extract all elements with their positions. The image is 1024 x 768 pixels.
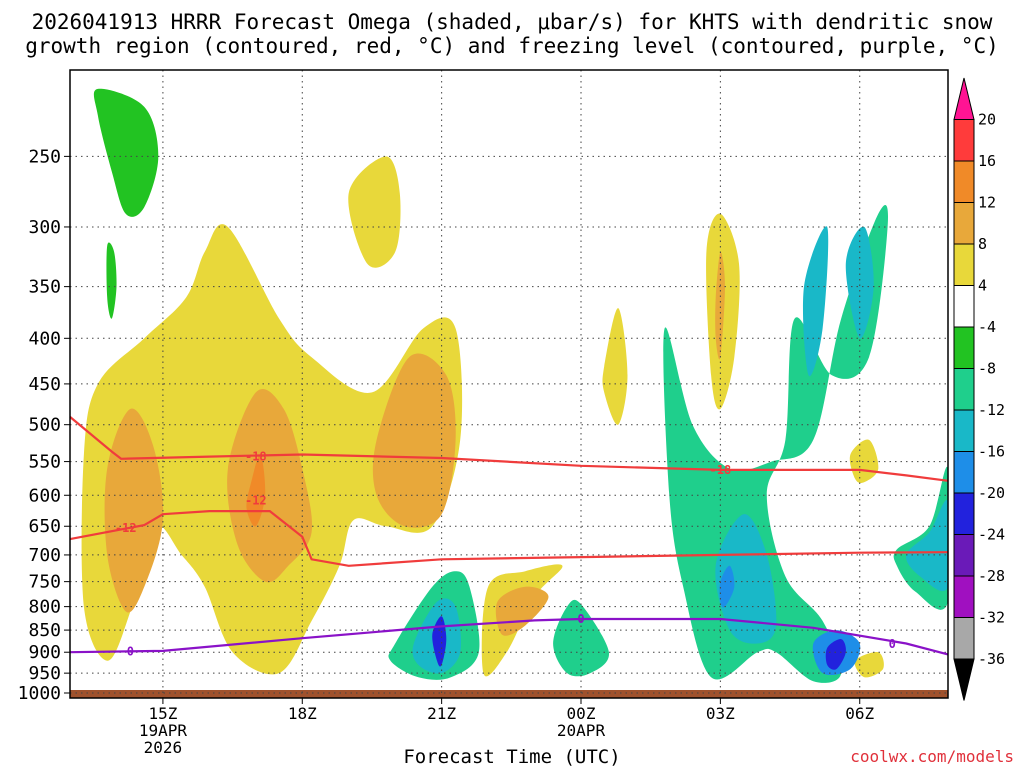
colorbar-label: 16 bbox=[978, 152, 996, 170]
x-tick-date: 20APR bbox=[557, 721, 606, 740]
y-tick-label: 950 bbox=[28, 663, 61, 684]
x-tick-label: 18Z bbox=[288, 704, 317, 723]
contour-layer: -18 -18 -12 -12 0 0 0 bbox=[69, 416, 949, 658]
omega-region-orange-middle bbox=[372, 353, 456, 528]
x-axis-label: Forecast Time (UTC) bbox=[403, 746, 621, 768]
colorbar-label: -12 bbox=[978, 401, 1005, 419]
y-tick-label: 600 bbox=[28, 485, 61, 506]
contour--18 bbox=[69, 416, 949, 482]
colorbar-label: 4 bbox=[978, 277, 987, 295]
colorbar-segment bbox=[953, 617, 975, 660]
y-tick-label: 1000 bbox=[18, 683, 61, 704]
colorbar-segment bbox=[953, 409, 975, 452]
credit-text[interactable]: coolwx.com/models bbox=[850, 747, 1014, 766]
omega-region-small-yellow-bottom bbox=[854, 651, 884, 678]
omega-region-orange-middle-left bbox=[227, 389, 313, 583]
omega-region-cyan-right bbox=[719, 565, 735, 608]
omega-region-blue-lower-middle bbox=[432, 616, 447, 667]
omega-region-orange-upper-03z bbox=[715, 251, 725, 360]
omega-region-teal-upper-right bbox=[802, 226, 829, 377]
x-tick-year: 2026 bbox=[144, 738, 183, 757]
y-tick-label: 900 bbox=[28, 642, 61, 663]
x-tick-label: 00Z bbox=[567, 704, 596, 723]
colorbar-segment bbox=[953, 202, 975, 245]
contour--12 bbox=[69, 510, 949, 567]
omega-region-yellow-upper-mid bbox=[348, 156, 401, 268]
omega-region-orange-mid-right bbox=[495, 586, 549, 636]
y-tick-label: 800 bbox=[28, 597, 61, 618]
y-tick-label: 450 bbox=[28, 374, 61, 395]
colorbar-label: 20 bbox=[978, 111, 996, 129]
colorbar-label: -32 bbox=[978, 609, 1005, 627]
y-tick-label: 400 bbox=[28, 328, 61, 349]
colorbar-label: -20 bbox=[978, 484, 1005, 502]
colorbar-segment bbox=[953, 285, 975, 328]
colorbar-segment bbox=[953, 368, 975, 411]
contour-label-5: 0 bbox=[577, 612, 584, 626]
chart-title-line-1: 2026041913 HRRR Forecast Omega (shaded, … bbox=[31, 10, 993, 34]
colorbar-segment bbox=[953, 575, 975, 618]
grid-lines bbox=[70, 70, 948, 698]
colorbar-bottom-arrow bbox=[953, 658, 975, 701]
contour-label-3: -12 bbox=[245, 493, 267, 507]
chart-title-line-2: growth region (contoured, red, °C) and f… bbox=[25, 34, 999, 58]
colorbar-label: -28 bbox=[978, 567, 1005, 585]
omega-region-small-green bbox=[106, 242, 117, 319]
colorbar-label: 12 bbox=[978, 194, 996, 212]
colorbar-label: -16 bbox=[978, 443, 1005, 461]
omega-region-teal-upper-far-right bbox=[845, 226, 874, 339]
y-tick-label: 700 bbox=[28, 545, 61, 566]
contour-label-1: -18 bbox=[710, 463, 732, 477]
terrain-ground bbox=[70, 690, 948, 698]
x-tick-label: 03Z bbox=[706, 704, 735, 723]
colorbar-segment bbox=[953, 492, 975, 535]
omega-region-orange-left bbox=[104, 408, 164, 613]
y-tick-label: 850 bbox=[28, 620, 61, 641]
x-tick-date: 19APR bbox=[139, 721, 188, 740]
contour-0 bbox=[69, 617, 949, 656]
y-tick-label: 750 bbox=[28, 572, 61, 593]
colorbar-label: -4 bbox=[978, 318, 996, 336]
colorbar-top-arrow bbox=[953, 77, 975, 120]
colorbar-label: -8 bbox=[978, 360, 996, 378]
y-tick-label: 550 bbox=[28, 452, 61, 473]
colorbar-segment bbox=[953, 119, 975, 162]
omega-region-right-teal bbox=[906, 500, 948, 592]
colorbar: 20 16 12 8 4 -4 -8 -12 -16 -20 -24 -28 -32 -36 bbox=[953, 77, 1005, 701]
x-tick-label: 06Z bbox=[845, 704, 874, 723]
colorbar-segment bbox=[953, 160, 975, 203]
omega-region-upper-left-green bbox=[93, 88, 159, 217]
x-tick-label: 15Z bbox=[148, 704, 177, 723]
omega-region-yellow-small-00z bbox=[602, 308, 628, 425]
colorbar-segment bbox=[953, 326, 975, 369]
colorbar-label: -36 bbox=[978, 650, 1005, 668]
contour-label-6: 0 bbox=[889, 637, 896, 651]
omega-region-lower-right-blue bbox=[825, 639, 846, 670]
y-tick-label: 300 bbox=[28, 217, 61, 238]
axes: 2503003504004505005506006507007508008509… bbox=[18, 69, 949, 757]
colorbar-segment bbox=[953, 451, 975, 494]
colorbar-label: 8 bbox=[978, 235, 987, 253]
y-tick-label: 650 bbox=[28, 516, 61, 537]
y-tick-label: 250 bbox=[28, 146, 61, 167]
omega-region-teal-right bbox=[715, 514, 777, 644]
contour-label-2: -12 bbox=[115, 521, 137, 535]
omega-region-red-middle-left bbox=[246, 454, 266, 527]
colorbar-label: -24 bbox=[978, 526, 1005, 544]
y-tick-label: 350 bbox=[28, 277, 61, 298]
y-tick-label: 500 bbox=[28, 415, 61, 436]
colorbar-segment bbox=[953, 243, 975, 286]
x-tick-label: 21Z bbox=[427, 704, 456, 723]
contour-label-0: -18 bbox=[245, 450, 267, 464]
colorbar-segment bbox=[953, 534, 975, 577]
contour-label-4: 0 bbox=[127, 644, 134, 658]
